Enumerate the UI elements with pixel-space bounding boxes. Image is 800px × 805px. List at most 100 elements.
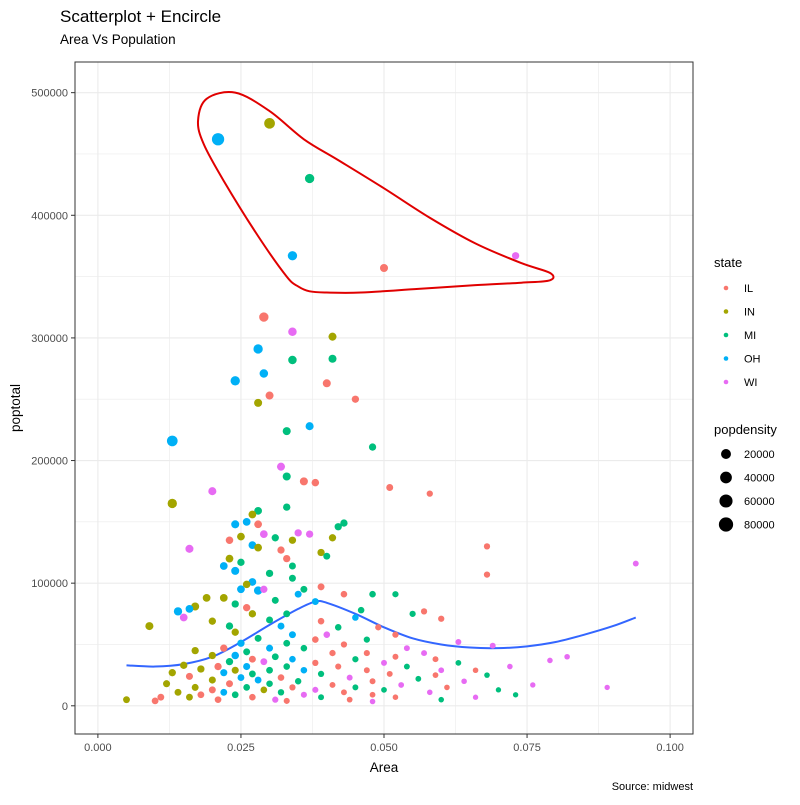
data-point-il: [254, 520, 262, 529]
data-point-mi: [484, 672, 490, 678]
data-point-mi: [455, 659, 462, 666]
data-point-wi: [426, 689, 433, 696]
data-point-il: [265, 391, 274, 400]
data-point-mi: [328, 354, 337, 363]
data-point-il: [472, 667, 479, 674]
data-point-il: [259, 312, 269, 322]
data-point-il: [277, 674, 285, 681]
data-point-il: [369, 678, 376, 685]
data-point-in: [260, 686, 268, 694]
legend-size-label: 20000: [744, 449, 775, 461]
data-point-oh: [248, 578, 257, 586]
data-point-mi: [225, 622, 234, 630]
data-point-wi: [421, 650, 428, 657]
data-point-il: [225, 536, 234, 545]
data-point-mi: [369, 590, 376, 598]
data-point-in: [191, 683, 199, 691]
y-tick-label: 100000: [31, 578, 68, 590]
data-point-wi: [507, 663, 513, 670]
data-point-oh: [300, 666, 308, 674]
data-point-in: [219, 594, 228, 602]
data-point-il: [329, 681, 336, 688]
data-point-mi: [271, 653, 279, 661]
data-point-il: [208, 686, 216, 694]
data-point-il: [317, 617, 325, 625]
data-point-oh: [288, 631, 296, 639]
legend-label-mi: MI: [744, 330, 756, 342]
data-point-mi: [248, 670, 256, 678]
data-point-wi: [472, 694, 479, 700]
encircle-layer: [196, 91, 555, 294]
data-point-wi: [208, 487, 217, 496]
data-point-il: [340, 689, 347, 696]
data-point-mi: [334, 624, 342, 631]
data-point-il: [289, 684, 296, 691]
data-point-mi: [512, 692, 519, 698]
legend-color-title: state: [714, 255, 742, 270]
data-point-wi: [300, 691, 307, 698]
data-point-wi: [272, 696, 279, 703]
data-point-il: [322, 379, 331, 388]
data-point-oh: [220, 669, 228, 677]
legend-size-key: [718, 517, 734, 532]
data-point-in: [328, 534, 337, 542]
data-point-il: [375, 624, 382, 631]
data-point-wi: [276, 462, 286, 471]
data-point-wi: [323, 631, 331, 638]
data-point-wi: [547, 657, 553, 664]
data-point-in: [328, 332, 337, 341]
data-point-in: [202, 594, 211, 602]
panel-grid: [75, 62, 693, 734]
data-point-il: [426, 490, 433, 497]
data-point-wi: [455, 639, 462, 646]
data-point-il: [312, 659, 319, 667]
data-point-il: [243, 604, 251, 612]
chart-title: Scatterplot + Encircle: [60, 7, 221, 26]
y-axis: 0 100000 200000 300000 400000 500000: [31, 88, 75, 713]
legend: state IL IN MI OH WI popdensity 20000 40000 60…: [714, 255, 777, 532]
data-point-in: [317, 548, 325, 557]
data-point-in: [248, 510, 257, 519]
data-point-mi: [495, 687, 502, 693]
data-point-mi: [237, 558, 245, 566]
data-point-oh: [287, 251, 298, 261]
x-tick-label: 0.050: [370, 742, 398, 754]
data-point-il: [392, 631, 399, 638]
data-point-in: [167, 498, 177, 509]
data-point-il: [335, 663, 342, 670]
data-point-il: [226, 680, 233, 688]
data-point-mi: [438, 696, 445, 703]
data-point-mi: [266, 680, 273, 688]
data-point-il: [299, 477, 308, 486]
data-point-il: [312, 636, 319, 643]
legend-label-in: IN: [744, 307, 755, 319]
data-point-oh: [294, 590, 302, 598]
legend-size-key: [719, 494, 733, 508]
data-point-mi: [340, 519, 348, 527]
data-point-oh: [231, 520, 240, 529]
data-point-in: [180, 661, 188, 669]
data-point-mi: [288, 562, 296, 570]
data-point-mi: [409, 610, 416, 617]
data-point-in: [254, 398, 263, 407]
data-point-in: [186, 693, 193, 701]
data-point-mi: [352, 684, 359, 691]
legend-size-label: 40000: [744, 473, 775, 485]
data-point-in: [264, 117, 275, 129]
data-point-in: [208, 676, 216, 684]
data-point-wi: [438, 667, 445, 674]
data-point-mi: [282, 427, 291, 436]
data-point-mi: [300, 585, 308, 593]
data-point-wi: [294, 529, 302, 537]
data-point-in: [145, 622, 154, 631]
data-point-il: [432, 656, 439, 663]
data-point-il: [214, 696, 222, 704]
data-point-il: [444, 684, 450, 691]
data-point-oh: [242, 517, 251, 526]
encircle-path: [196, 91, 555, 294]
data-point-oh: [231, 566, 240, 575]
data-point-wi: [489, 642, 496, 649]
data-point-il: [151, 697, 159, 705]
data-point-mi: [363, 636, 370, 643]
